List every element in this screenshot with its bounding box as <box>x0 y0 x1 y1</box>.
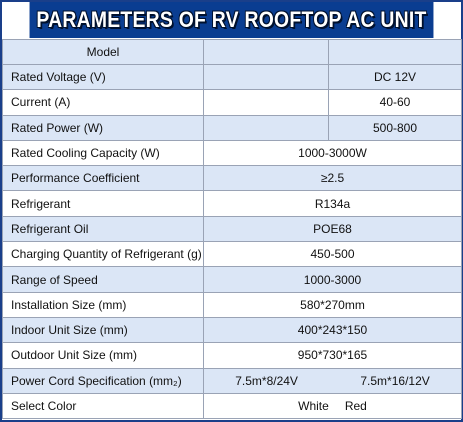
table-row: Outdoor Unit Size (mm) 950*730*165 <box>2 342 462 369</box>
row-label: Current (A) <box>2 89 204 116</box>
header-empty-2 <box>328 39 462 65</box>
page-title: PARAMETERS OF RV ROOFTOP AC UNIT <box>29 2 434 38</box>
row-label: Installation Size (mm) <box>2 291 204 318</box>
power-cord-24v: 7.5m*8/24V <box>235 373 298 388</box>
row-label: Rated Cooling Capacity (W) <box>2 139 204 167</box>
table-row: Rated Voltage (V) DC 12V <box>2 63 462 91</box>
row-value: 580*270mm <box>203 291 462 318</box>
table-row: Refrigerant R134a <box>2 190 462 217</box>
row-value: 400*243*150 <box>203 316 462 344</box>
power-cord-12v: 7.5m*16/12V <box>360 373 430 388</box>
row-value: 1000-3000 <box>203 266 462 293</box>
row-value: 950*730*165 <box>203 342 462 369</box>
row-value: 500-800 <box>328 114 462 141</box>
table-row: Rated Cooling Capacity (W) 1000-3000W <box>2 139 462 167</box>
table-header-row: Model <box>2 39 462 65</box>
row-label: Outdoor Unit Size (mm) <box>2 342 204 369</box>
header-model: Model <box>2 39 204 65</box>
color-red: Red <box>344 399 367 413</box>
row-value: POE68 <box>203 215 462 243</box>
table-row: Range of Speed 1000-3000 <box>2 266 462 293</box>
row-value-split: White Red <box>203 392 462 420</box>
row-value: R134a <box>203 190 462 217</box>
row-label: Rated Power (W) <box>2 114 204 141</box>
row-value: 40-60 <box>328 89 462 116</box>
row-label: Rated Voltage (V) <box>2 63 204 91</box>
header-empty-1 <box>203 39 329 65</box>
table-row: Indoor Unit Size (mm) 400*243*150 <box>2 316 462 344</box>
table-row: Installation Size (mm) 580*270mm <box>2 291 462 318</box>
table-row: Select Color White Red <box>2 392 462 420</box>
row-value: DC 12V <box>328 63 462 91</box>
row-value: ≥2.5 <box>203 165 462 192</box>
row-label: Select Color <box>2 392 204 420</box>
row-label: Indoor Unit Size (mm) <box>2 316 204 344</box>
table-row: Current (A) 40-60 <box>2 89 462 116</box>
row-value-split: 7.5m*8/24V 7.5m*16/12V <box>203 367 462 394</box>
row-value: 1000-3000W <box>203 139 462 167</box>
row-value: 450-500 <box>203 241 462 268</box>
empty-cell <box>203 63 329 91</box>
row-label: Charging Quantity of Refrigerant (g) <box>2 241 204 268</box>
row-label: Performance Coefficient <box>2 165 204 192</box>
row-label: Power Cord Specification (mm₂) <box>2 367 204 394</box>
row-label: Refrigerant Oil <box>2 215 204 243</box>
table-row: Performance Coefficient ≥2.5 <box>2 165 462 192</box>
empty-cell <box>203 114 329 141</box>
color-white: White <box>298 399 329 413</box>
spec-table: Model Rated Voltage (V) DC 12V Current (… <box>2 39 462 420</box>
row-label: Refrigerant <box>2 190 204 217</box>
table-row: Rated Power (W) 500-800 <box>2 114 462 141</box>
table-row: Charging Quantity of Refrigerant (g) 450… <box>2 241 462 268</box>
row-label: Range of Speed <box>2 266 204 293</box>
table-row: Refrigerant Oil POE68 <box>2 215 462 243</box>
table-row: Power Cord Specification (mm₂) 7.5m*8/24… <box>2 367 462 394</box>
empty-cell <box>203 89 329 116</box>
